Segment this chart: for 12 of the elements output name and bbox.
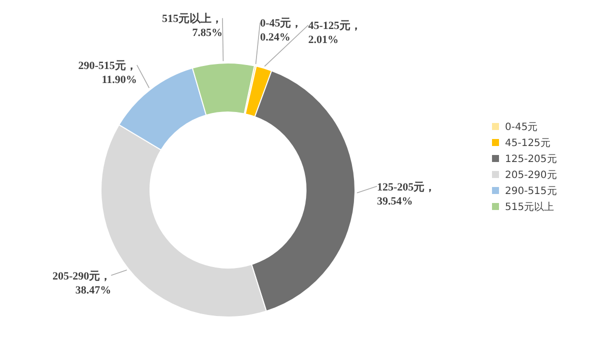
data-label: 290-515元，11.90%: [78, 60, 137, 86]
data-label: 125-205元，39.54%: [376, 181, 436, 208]
legend-label: 45-125元: [505, 138, 550, 149]
legend-label: 125-205元: [505, 154, 557, 165]
legend-label: 0-45元: [505, 122, 538, 133]
legend-label: 205-290元: [505, 170, 557, 181]
legend-label: 515元以上: [505, 201, 554, 213]
data-label: 205-290元，38.47%: [52, 270, 112, 296]
legend-label: 290-515元: [505, 186, 557, 197]
data-label: 45-125元，2.01%: [308, 20, 362, 46]
data-label: 0-45元，0.24%: [260, 17, 302, 44]
data-label: 515元以上，7.85%: [162, 12, 222, 40]
